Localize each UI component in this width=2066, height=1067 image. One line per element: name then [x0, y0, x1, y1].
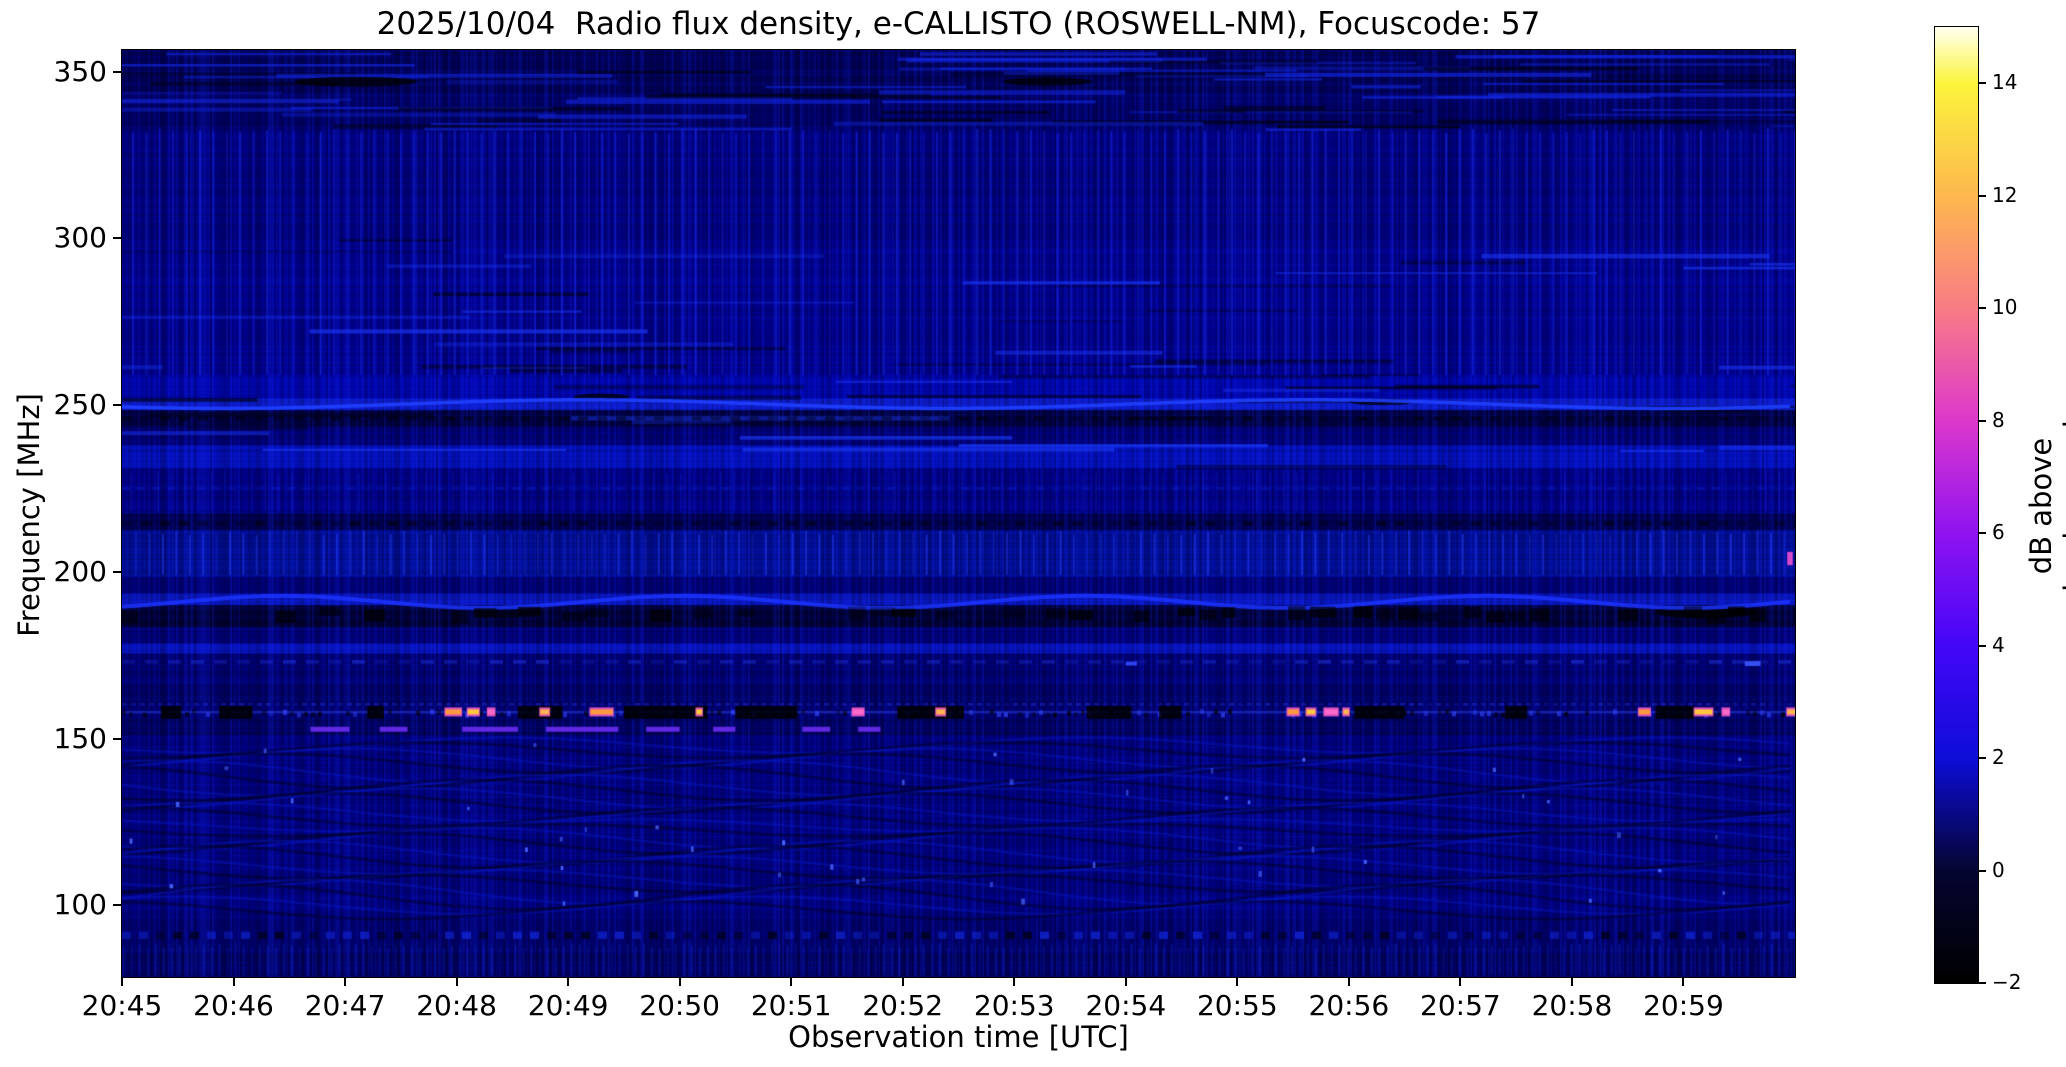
colorbar-tick-label: 6 — [1992, 520, 2005, 545]
x-tick-label: 20:56 — [1308, 989, 1390, 1022]
x-tick-mark — [790, 977, 793, 986]
colorbar-tick-label: 0 — [1992, 857, 2005, 882]
colorbar-tick-mark — [1978, 757, 1986, 760]
x-tick-label: 20:57 — [1420, 989, 1501, 1022]
x-tick-mark — [901, 977, 904, 986]
x-tick-mark — [678, 977, 681, 986]
y-tick-mark — [113, 70, 122, 73]
colorbar-tick-mark — [1978, 869, 1986, 872]
colorbar-label: dB above background — [2024, 420, 2066, 592]
x-tick-label: 20:51 — [750, 989, 832, 1022]
colorbar-tick-label: 10 — [1992, 295, 2018, 320]
colorbar-tick-label: 2 — [1992, 745, 2005, 770]
colorbar-tick-label: 14 — [1992, 70, 2018, 95]
spectrogram-canvas — [121, 49, 1795, 977]
x-tick-mark — [567, 977, 570, 986]
x-tick-mark — [455, 977, 458, 986]
colorbar — [1933, 25, 1979, 984]
x-tick-label: 20:47 — [304, 989, 386, 1022]
x-tick-mark — [1124, 977, 1127, 986]
colorbar-tick-mark — [1978, 644, 1986, 647]
colorbar-tick-mark — [1978, 419, 1986, 422]
x-tick-label: 20:54 — [1085, 989, 1167, 1022]
x-tick-label: 20:46 — [193, 989, 274, 1022]
x-tick-label: 20:48 — [416, 989, 497, 1022]
x-tick-label: 20:59 — [1643, 989, 1724, 1022]
y-tick-label: 150 — [53, 721, 107, 755]
colorbar-tick-label: 12 — [1992, 182, 2018, 207]
colorbar-tick-mark — [1978, 982, 1986, 984]
y-tick-label: 250 — [53, 388, 107, 422]
x-tick-mark — [232, 977, 235, 986]
x-axis-label: Observation time [UTC] — [788, 1020, 1129, 1054]
colorbar-tick-mark — [1978, 532, 1986, 535]
x-tick-label: 20:50 — [639, 989, 720, 1022]
x-tick-mark — [1347, 977, 1350, 986]
y-tick-mark — [113, 404, 122, 407]
x-tick-mark — [344, 977, 347, 986]
spectrogram-plot — [120, 48, 1796, 978]
colorbar-tick-mark — [1978, 194, 1986, 197]
y-tick-label: 300 — [53, 221, 107, 255]
x-tick-label: 20:55 — [1196, 989, 1278, 1022]
x-tick-mark — [1682, 977, 1685, 986]
y-tick-mark — [113, 737, 122, 740]
x-tick-label: 20:52 — [862, 989, 944, 1022]
y-tick-label: 350 — [53, 54, 107, 88]
colorbar-tick-label: 4 — [1992, 632, 2005, 657]
y-tick-label: 100 — [53, 888, 107, 922]
colorbar-tick-mark — [1978, 82, 1986, 85]
y-tick-label: 200 — [53, 554, 107, 588]
y-tick-mark — [113, 904, 122, 907]
x-tick-mark — [1570, 977, 1573, 986]
x-tick-mark — [121, 977, 123, 986]
colorbar-tick-mark — [1978, 307, 1986, 310]
x-tick-mark — [1459, 977, 1462, 986]
colorbar-tick-label: 8 — [1992, 407, 2005, 432]
x-tick-mark — [1013, 977, 1016, 986]
x-tick-label: 20:49 — [527, 989, 609, 1022]
x-tick-mark — [1236, 977, 1239, 986]
colorbar-tick-label: −2 — [1992, 970, 2022, 994]
y-tick-mark — [113, 237, 122, 240]
chart-title: 2025/10/04 Radio flux density, e-CALLIST… — [376, 6, 1541, 42]
x-tick-label: 20:53 — [973, 989, 1055, 1022]
y-tick-mark — [113, 570, 122, 573]
x-tick-label: 20:45 — [81, 989, 163, 1022]
x-tick-label: 20:58 — [1531, 989, 1613, 1022]
